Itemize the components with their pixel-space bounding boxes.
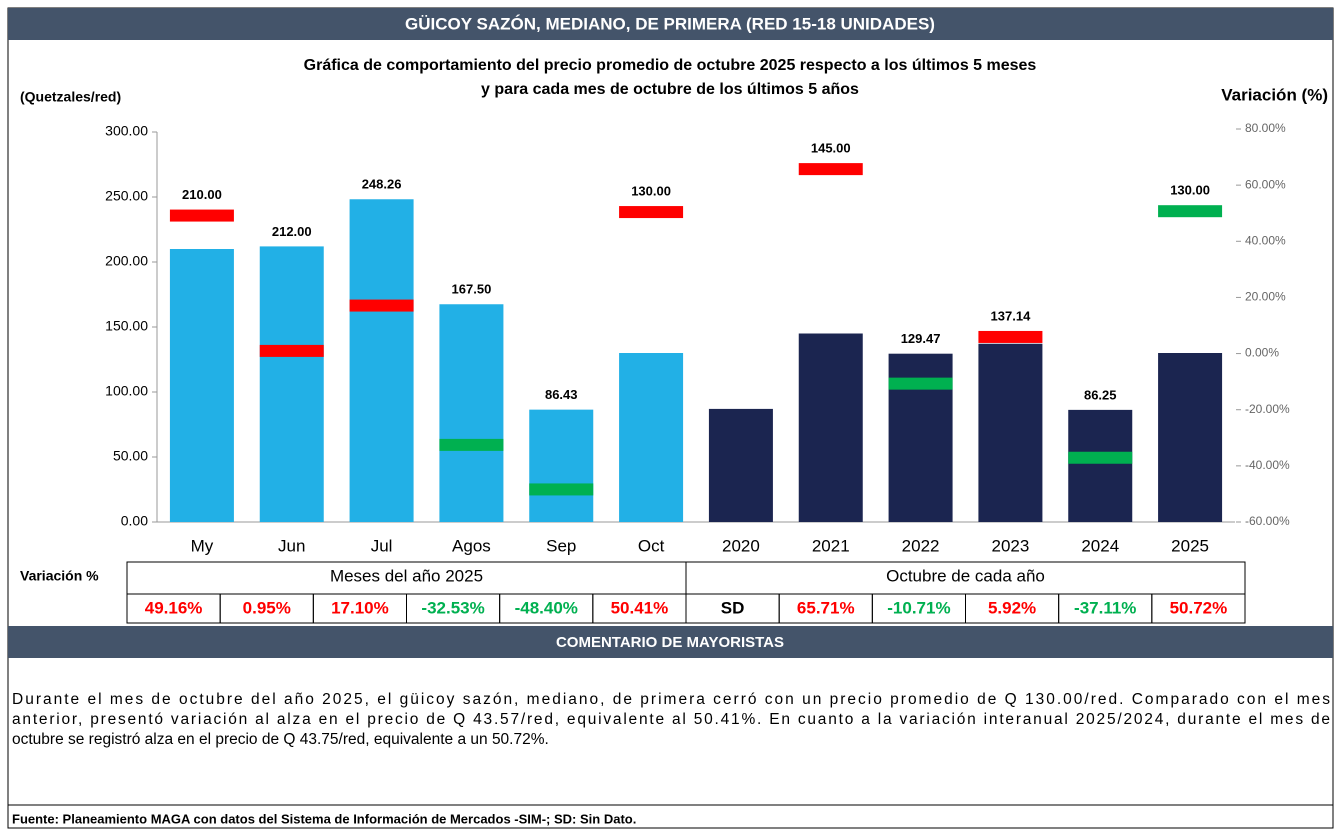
comment-bar [8, 626, 1333, 658]
y-tick-label: 0.00 [121, 513, 148, 529]
y-tick-label: 100.00 [105, 383, 148, 399]
variation-marker [169, 209, 234, 222]
table-value: SD [721, 598, 745, 617]
table-value: 50.72% [1170, 598, 1228, 617]
table-value: -32.53% [421, 598, 484, 617]
data-label: 167.50 [452, 282, 492, 297]
table-value: -48.40% [515, 598, 578, 617]
variation-marker [978, 330, 1043, 343]
y-tick-label: 200.00 [105, 253, 148, 269]
y2-tick-label: 60.00% [1245, 177, 1286, 191]
y2-tick-label: 20.00% [1245, 290, 1286, 304]
bar [978, 343, 1043, 522]
data-label: 212.00 [272, 224, 312, 239]
data-label: 210.00 [182, 187, 222, 202]
chart-title: Gráfica de comportamiento del precio pro… [304, 57, 1037, 74]
x-tick-label: Jul [371, 536, 393, 555]
y2-tick-label: -60.00% [1245, 514, 1290, 528]
bar [708, 408, 773, 522]
bar [798, 333, 863, 522]
table-value: 17.10% [331, 598, 389, 617]
bar [349, 199, 414, 522]
variation-marker [1068, 451, 1133, 464]
y2-axis-label: Variación (%) [1221, 85, 1328, 104]
x-tick-label: 2024 [1081, 536, 1119, 555]
bar [259, 246, 324, 522]
comment-line: anterior, presentó variación al alza en … [12, 711, 1330, 728]
x-tick-label: 2020 [722, 536, 760, 555]
table-value: 50.41% [611, 598, 669, 617]
variation-marker [619, 206, 684, 219]
table-value: -10.71% [887, 598, 950, 617]
y-tick-label: 50.00 [113, 448, 148, 464]
data-label: 129.47 [901, 331, 941, 346]
bar [619, 353, 684, 522]
variation-marker [798, 163, 863, 176]
y-axis-label: (Quetzales/red) [20, 89, 121, 105]
y2-tick-label: 40.00% [1245, 233, 1286, 247]
variation-marker [888, 377, 953, 390]
y2-tick-label: 0.00% [1245, 346, 1279, 360]
data-label: 86.25 [1084, 387, 1117, 402]
y-tick-label: 150.00 [105, 318, 148, 334]
data-label: 145.00 [811, 141, 851, 156]
x-tick-label: Agos [452, 536, 491, 555]
x-tick-label: 2021 [812, 536, 850, 555]
y2-tick-label: 80.00% [1245, 121, 1286, 135]
table-group [685, 561, 1246, 595]
variation-marker [529, 483, 594, 496]
bar [169, 249, 234, 522]
data-label: 86.43 [545, 387, 578, 402]
bar [1158, 353, 1223, 522]
variation-marker [349, 299, 414, 312]
x-tick-label: Oct [638, 536, 665, 555]
bar [1068, 409, 1133, 522]
variation-marker [259, 344, 324, 357]
x-tick-label: Sep [546, 536, 576, 555]
y2-tick-label: -20.00% [1245, 402, 1290, 416]
table-group-label: Octubre de cada año [886, 566, 1045, 585]
bar [529, 409, 594, 522]
comment-line: octubre se registró alza en el precio de… [12, 731, 549, 748]
table-value: 5.92% [988, 598, 1036, 617]
footer: Fuente: Planeamiento MAGA con datos del … [12, 811, 636, 826]
header-title: GÜICOY SAZÓN, MEDIANO, DE PRIMERA (RED 1… [405, 14, 935, 33]
x-tick-label: 2023 [992, 536, 1030, 555]
table-group-label: Meses del año 2025 [330, 566, 483, 585]
header-bar [8, 8, 1333, 40]
data-label: 248.26 [362, 177, 402, 192]
comment-line: Durante el mes de octubre del año 2025, … [12, 691, 1330, 708]
comment-title: COMENTARIO DE MAYORISTAS [556, 634, 784, 651]
x-tick-label: Jun [278, 536, 305, 555]
y-tick-label: 250.00 [105, 188, 148, 204]
bar [439, 304, 504, 522]
chart-title: y para cada mes de octubre de los último… [481, 81, 859, 98]
variation-marker [439, 438, 504, 451]
variation-marker [1158, 205, 1223, 218]
y-tick-label: 300.00 [105, 123, 148, 139]
x-tick-label: 2022 [902, 536, 940, 555]
table-value: 65.71% [797, 598, 855, 617]
table-row-label: Variación % [20, 568, 99, 584]
data-label: 137.14 [991, 308, 1032, 323]
x-tick-label: My [191, 536, 214, 555]
data-label: 130.00 [631, 184, 671, 199]
table-value: 49.16% [145, 598, 203, 617]
table-value: 0.95% [243, 598, 291, 617]
table-value: -37.11% [1074, 598, 1136, 617]
y2-tick-label: -40.00% [1245, 458, 1290, 472]
x-tick-label: 2025 [1171, 536, 1209, 555]
data-label: 130.00 [1170, 183, 1210, 198]
